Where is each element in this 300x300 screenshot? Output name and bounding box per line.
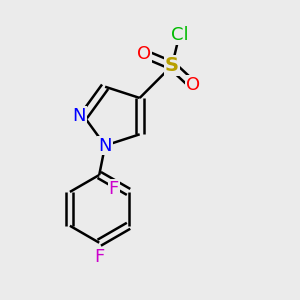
Text: Cl: Cl <box>171 26 188 44</box>
Text: N: N <box>73 107 86 125</box>
Text: O: O <box>137 45 151 63</box>
Text: S: S <box>165 56 179 75</box>
Text: O: O <box>186 76 200 94</box>
Text: F: F <box>109 180 119 198</box>
Text: N: N <box>98 136 112 154</box>
Text: F: F <box>94 248 104 266</box>
